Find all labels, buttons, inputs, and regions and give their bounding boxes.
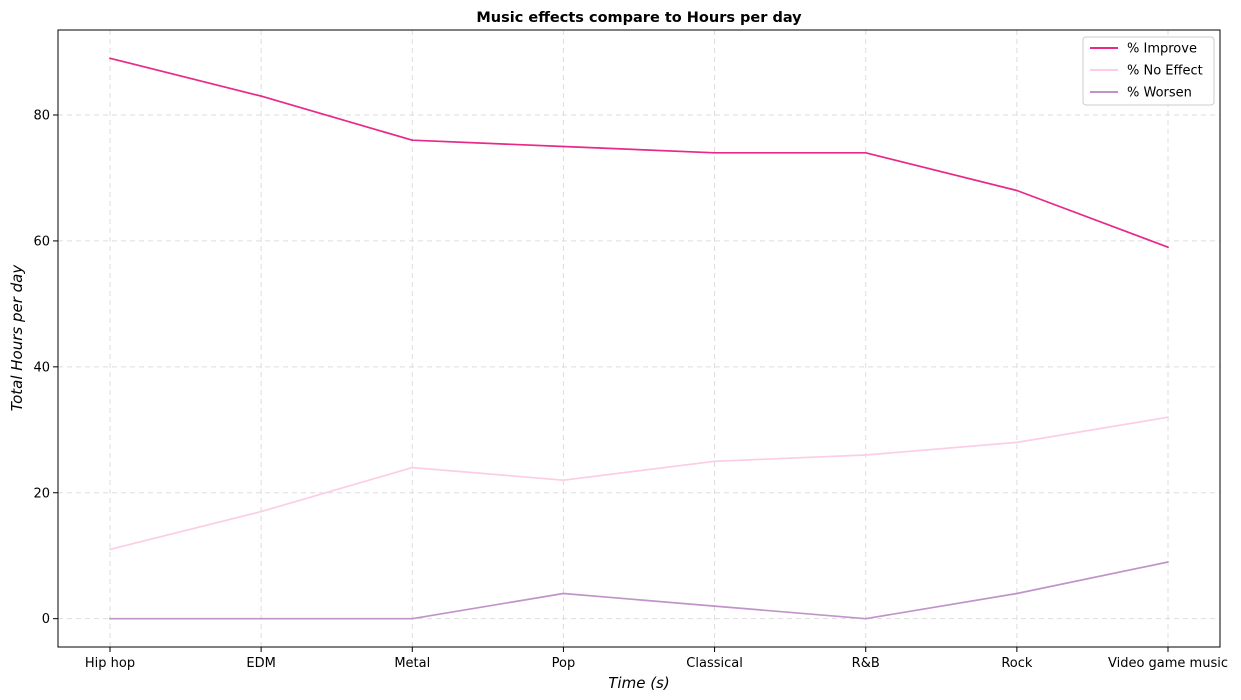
data-point xyxy=(109,548,111,551)
data-point xyxy=(411,617,414,620)
y-tick-label: 0 xyxy=(42,612,50,627)
legend-items: % Improve % No Effect % Worsen xyxy=(1090,42,1203,101)
data-point xyxy=(1015,189,1018,192)
legend-frame xyxy=(1082,36,1215,106)
y-axis-ticks: 0 20 40 60 80 xyxy=(33,108,58,627)
legend-label: % Improve xyxy=(1127,42,1197,57)
series-line-1 xyxy=(109,416,1169,551)
plot-area xyxy=(57,29,1221,648)
data-point xyxy=(411,139,414,142)
x-tick-label: Metal xyxy=(394,656,430,671)
x-tick-label: Pop xyxy=(552,656,576,671)
data-point xyxy=(864,151,867,154)
data-point xyxy=(864,617,867,620)
y-tick-label: 40 xyxy=(33,360,50,375)
x-axis-ticks: Hip hop EDM Metal Pop Classical R&B Rock Video … xyxy=(85,647,1228,671)
y-axis-label: Total Hours per day xyxy=(8,264,26,412)
series-line-2 xyxy=(110,561,1169,620)
legend: % Improve % No Effect % Worsen xyxy=(1082,36,1215,106)
grid xyxy=(58,30,1220,647)
series-lines xyxy=(109,57,1169,620)
data-point xyxy=(1015,441,1018,444)
data-point xyxy=(562,479,565,482)
x-tick-label: Classical xyxy=(686,656,743,671)
data-point xyxy=(562,145,565,148)
data-point xyxy=(1167,416,1169,419)
y-tick-label: 20 xyxy=(33,486,50,501)
x-tick-label: Video game music xyxy=(1108,656,1228,671)
data-point xyxy=(864,454,867,456)
data-point xyxy=(1167,246,1169,249)
x-axis-label: Time (s) xyxy=(608,674,669,692)
legend-label: % No Effect xyxy=(1127,64,1203,79)
data-point xyxy=(562,592,565,595)
data-point xyxy=(713,605,716,607)
data-point xyxy=(1015,592,1018,595)
x-tick-label: Hip hop xyxy=(85,656,135,671)
chart-title: Music effects compare to Hours per day xyxy=(476,10,802,26)
data-point xyxy=(260,95,263,98)
data-point xyxy=(713,460,716,463)
data-point xyxy=(411,466,414,469)
series-line-0 xyxy=(109,57,1169,248)
data-point xyxy=(260,617,263,620)
data-point xyxy=(260,510,263,513)
x-tick-label: EDM xyxy=(246,656,275,671)
x-tick-label: Rock xyxy=(1001,656,1033,671)
legend-label: % Worsen xyxy=(1127,86,1192,101)
data-point xyxy=(109,617,111,620)
y-tick-label: 80 xyxy=(33,108,50,123)
y-tick-label: 60 xyxy=(33,234,50,249)
data-point xyxy=(1167,561,1169,563)
x-tick-label: R&B xyxy=(852,656,880,671)
data-point xyxy=(109,57,111,60)
data-point xyxy=(713,151,716,154)
